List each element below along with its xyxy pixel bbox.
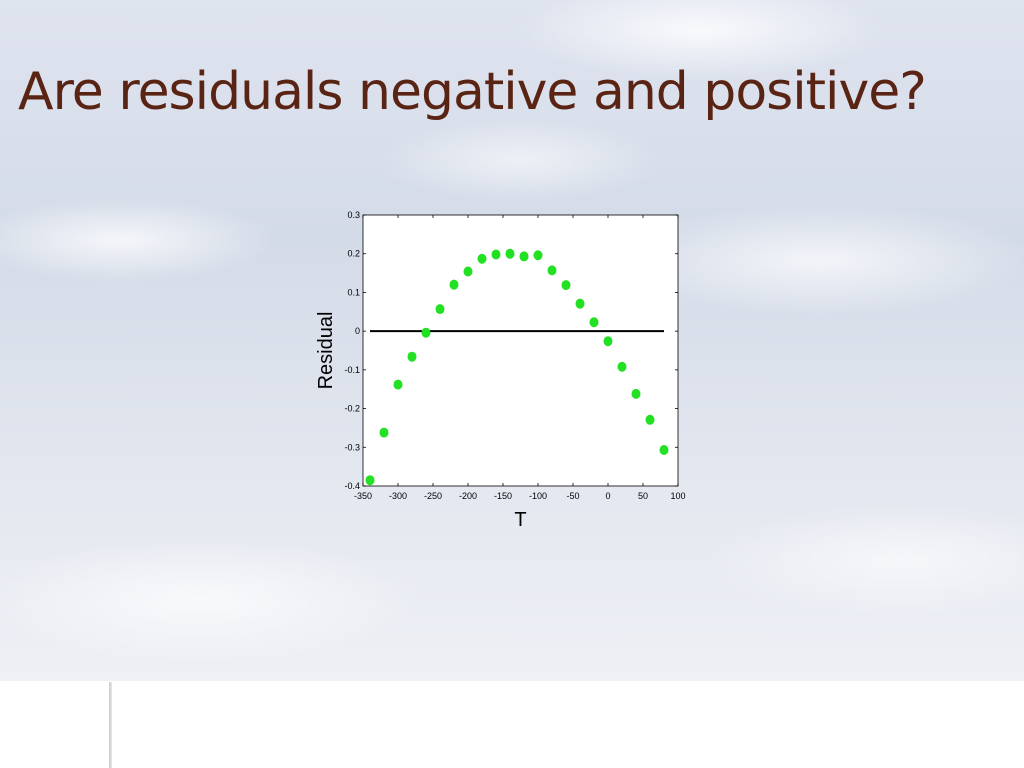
axis-ticks <box>362 214 679 487</box>
data-point <box>659 444 669 455</box>
data-point <box>561 280 571 291</box>
x-tick-label: -50 <box>566 491 579 501</box>
y-tick-label: 0.2 <box>347 249 360 259</box>
data-points <box>365 248 669 486</box>
chart-svg: -350 -300 -250 -200 -150 -100 -50 0 50 100 -0.4-0… <box>315 210 686 531</box>
data-point <box>631 388 641 399</box>
x-tick-label: 100 <box>670 491 685 501</box>
x-tick-labels: -350 -300 -250 -200 -150 -100 -50 0 50 100 <box>354 491 686 501</box>
y-axis-label: Residual <box>315 312 337 390</box>
y-tick-label: 0 <box>355 326 360 336</box>
x-tick-label: 50 <box>638 491 648 501</box>
slide-footer-band <box>0 681 1024 768</box>
data-point <box>645 414 655 425</box>
data-point <box>449 279 459 290</box>
data-point <box>393 379 403 390</box>
x-tick-label: -250 <box>424 491 442 501</box>
data-point <box>435 304 445 315</box>
x-tick-label: 0 <box>605 491 610 501</box>
residual-chart: -350 -300 -250 -200 -150 -100 -50 0 50 100 -0.4 -0… <box>300 200 700 540</box>
x-tick-label: -350 <box>354 491 372 501</box>
data-point <box>379 427 389 438</box>
y-tick-label: 0.1 <box>347 287 360 297</box>
y-tick-label: -0.3 <box>344 442 360 452</box>
data-point <box>505 248 515 259</box>
data-point <box>533 250 543 261</box>
data-point <box>477 253 487 264</box>
y-tick-label: -0.1 <box>344 365 360 375</box>
data-point <box>547 265 557 276</box>
y-tick-label: -0.4 <box>344 481 360 491</box>
data-point <box>463 266 473 277</box>
data-point <box>519 251 529 262</box>
slide-title: Are residuals negative and positive? <box>18 62 927 122</box>
data-point <box>365 475 375 486</box>
plot-area <box>362 214 679 487</box>
footer-divider <box>109 682 112 768</box>
y-tick-labels: -0.4 -0.3 -0.2 -0.1 0 0.1 0.2 0.3 <box>344 210 360 491</box>
x-tick-label: -150 <box>494 491 512 501</box>
x-tick-label: -100 <box>529 491 547 501</box>
y-tick-label: -0.2 <box>344 404 360 414</box>
data-point <box>617 361 627 372</box>
data-point <box>575 298 585 309</box>
data-point <box>407 351 417 362</box>
data-point <box>603 336 613 347</box>
y-tick-label: 0.3 <box>347 210 360 220</box>
data-point <box>421 327 431 338</box>
data-point <box>589 317 599 328</box>
x-axis-label: T <box>514 509 526 531</box>
x-tick-label: -300 <box>389 491 407 501</box>
data-point <box>491 249 501 260</box>
x-tick-label: -200 <box>459 491 477 501</box>
